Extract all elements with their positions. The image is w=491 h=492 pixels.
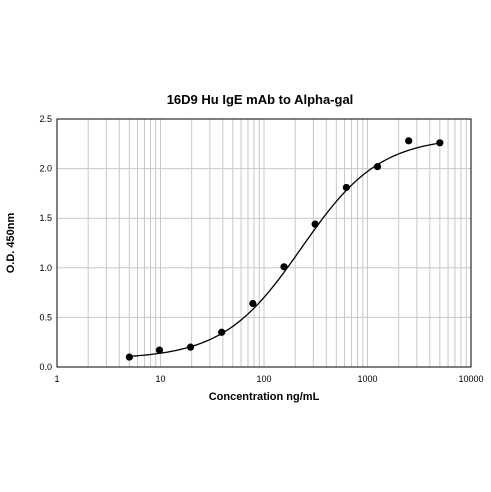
fit-curve xyxy=(129,142,440,358)
y-tick-label: 0.5 xyxy=(39,312,52,322)
y-tick-label: 1.0 xyxy=(39,263,52,273)
x-tick-label: 1000 xyxy=(357,374,377,384)
data-point xyxy=(436,139,444,147)
y-tick-label: 2.5 xyxy=(39,114,52,124)
x-axis-ticks: 1 10 100 1000 10000 xyxy=(54,374,483,384)
y-tick-label: 2.0 xyxy=(39,164,52,174)
data-point xyxy=(405,137,413,145)
x-tick-label: 10 xyxy=(155,374,165,384)
data-point xyxy=(155,346,164,354)
x-axis-label: Concentration ng/mL xyxy=(209,391,320,403)
data-points xyxy=(125,137,444,361)
x-tick-label: 1 xyxy=(54,374,59,384)
y-tick-label: 0.0 xyxy=(39,362,52,372)
data-point xyxy=(311,220,319,228)
grid xyxy=(57,119,471,367)
y-axis-ticks: 0.0 0.5 1.0 1.5 2.0 2.5 xyxy=(39,114,52,372)
data-point xyxy=(186,343,195,351)
data-point xyxy=(280,263,288,271)
x-tick-label: 10000 xyxy=(458,374,483,384)
chart-title: 16D9 Hu IgE mAb to Alpha-gal xyxy=(167,92,354,107)
y-tick-label: 1.5 xyxy=(39,213,52,223)
data-point xyxy=(218,328,226,336)
data-point xyxy=(342,183,350,192)
plot-frame xyxy=(56,118,472,368)
y-axis-label: O.D. 450nm xyxy=(5,213,17,274)
data-point xyxy=(125,353,133,361)
data-point xyxy=(249,299,257,308)
x-tick-label: 100 xyxy=(256,374,271,384)
data-point xyxy=(373,163,382,171)
